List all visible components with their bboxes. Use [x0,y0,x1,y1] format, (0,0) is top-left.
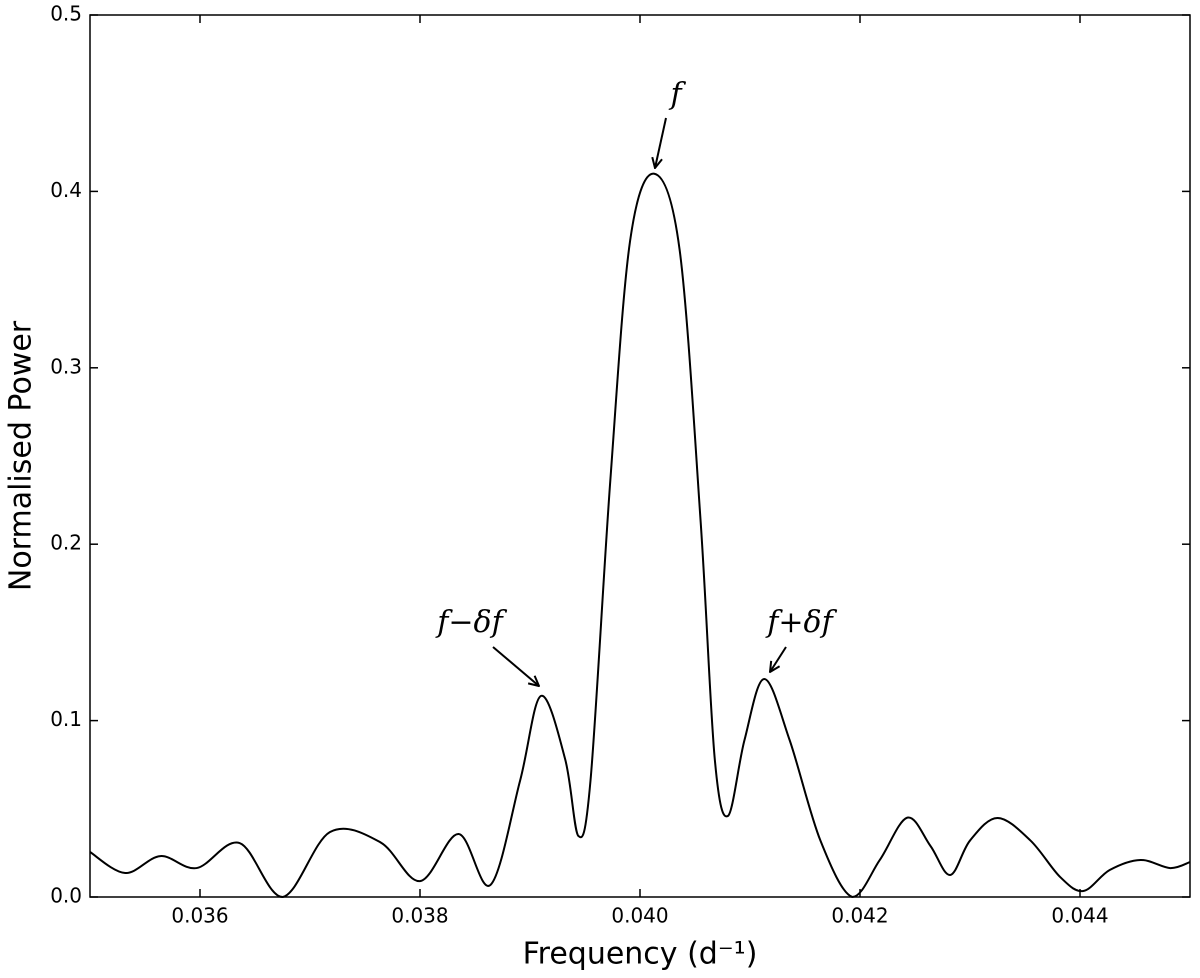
x-tick-label: 0.042 [831,904,888,928]
plot-frame [89,14,1191,898]
annotation-arrow [770,646,787,672]
annotation-arrow [655,117,667,168]
y-tick-label: 0.1 [50,707,82,731]
y-tick-label: 0.4 [50,178,82,202]
y-tick-label: 0.3 [50,354,82,378]
y-tick-label: 0.5 [50,2,82,26]
y-axis-title: Normalised Power [4,320,39,591]
annotation: f−δf [435,605,507,640]
x-tick-label: 0.044 [1051,904,1108,928]
data-line [89,172,1191,899]
y-tick-label: 0.2 [50,531,82,555]
x-tick-label: 0.038 [391,904,448,928]
x-axis-title: Frequency (d⁻¹) [523,937,758,972]
x-tick-label: 0.040 [611,904,668,928]
y-tick-label: 0.0 [50,884,82,908]
x-tick-label: 0.036 [171,904,228,928]
annotation: f+δf [765,605,837,640]
annotation: f [668,77,686,112]
annotation-arrow [492,646,539,686]
